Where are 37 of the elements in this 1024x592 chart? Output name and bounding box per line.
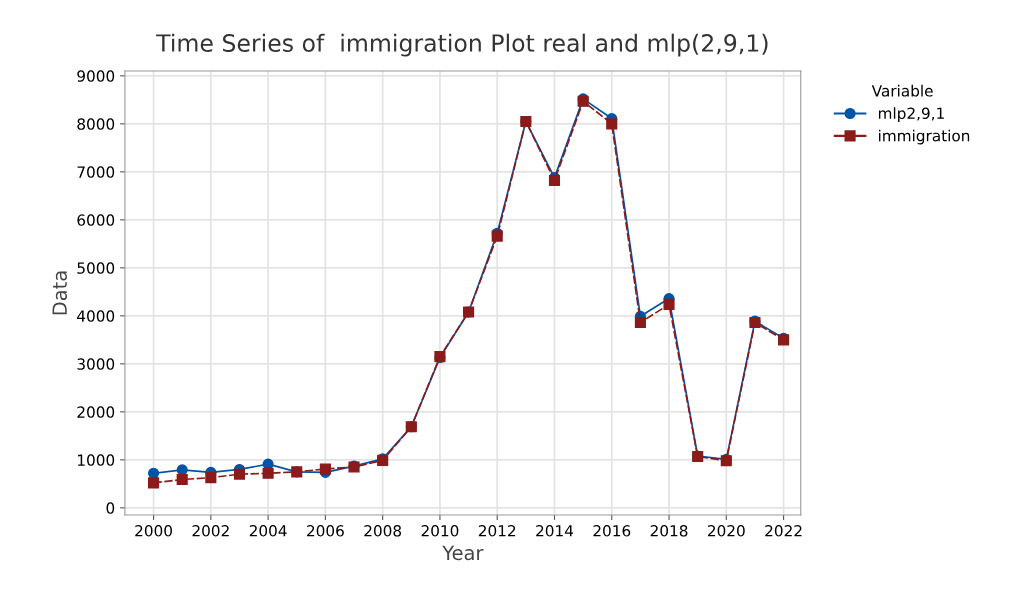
y-tick-label: 1000 bbox=[78, 454, 115, 466]
x-tick-label: 2018 bbox=[650, 525, 688, 537]
y-tick-label: 0 bbox=[106, 502, 115, 514]
x-tick-label: 2022 bbox=[765, 525, 802, 537]
legend-label: mlp2,9,1 bbox=[878, 107, 944, 122]
point bbox=[233, 468, 246, 480]
y-tick-label: 7000 bbox=[77, 166, 115, 178]
y-tick-label: 8000 bbox=[77, 118, 115, 130]
x-tick-label: 2000 bbox=[135, 525, 172, 537]
y-axis-title: Data bbox=[52, 271, 67, 315]
y-tick-label: 5000 bbox=[77, 262, 115, 274]
point bbox=[634, 317, 646, 329]
x-tick-label: 2006 bbox=[307, 525, 344, 537]
legend-title: Variable bbox=[871, 84, 933, 97]
legend-label: immigration bbox=[879, 129, 970, 145]
point bbox=[663, 298, 675, 310]
x-tick-label: 2020 bbox=[707, 525, 745, 537]
x-axis-title: Year bbox=[442, 545, 484, 561]
y-tick-label: 2000 bbox=[77, 406, 115, 418]
x-tick-label: 2012 bbox=[478, 525, 516, 537]
x-tick-label: 2014 bbox=[536, 525, 574, 537]
y-tick-label: 4000 bbox=[77, 310, 115, 322]
x-tick-label: 2016 bbox=[593, 525, 631, 537]
point bbox=[606, 118, 618, 130]
y-tick-label: 6000 bbox=[77, 214, 115, 226]
y-tick-label: 9000 bbox=[77, 70, 115, 82]
point bbox=[148, 467, 160, 479]
point bbox=[148, 477, 160, 489]
x-tick-label: 2008 bbox=[364, 525, 402, 537]
x-tick-label: 2010 bbox=[421, 525, 459, 537]
y-tick-label: 3000 bbox=[77, 358, 115, 370]
chart-title: Time Series of immigration Plot real and mlp(2,9,1) bbox=[156, 33, 768, 57]
x-tick-label: 2004 bbox=[249, 525, 287, 537]
point bbox=[262, 467, 274, 479]
x-tick-label: 2002 bbox=[192, 525, 229, 537]
point bbox=[205, 472, 217, 484]
point bbox=[176, 473, 188, 486]
